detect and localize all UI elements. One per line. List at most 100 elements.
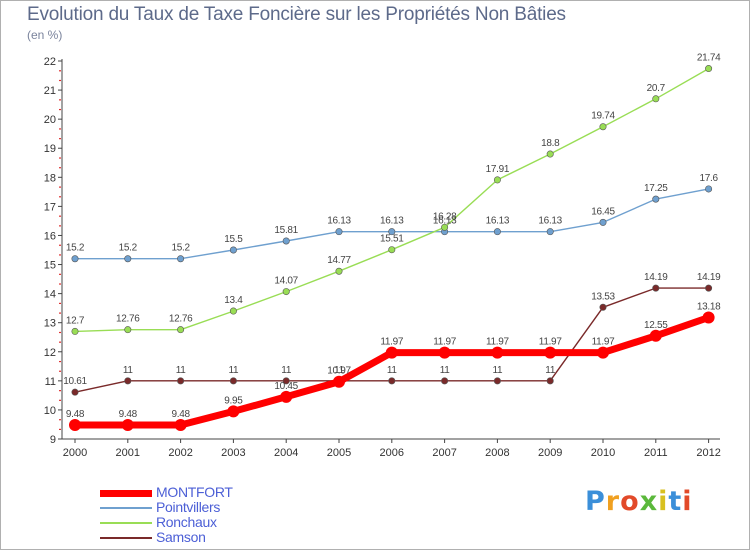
data-point <box>124 326 132 334</box>
data-label: 11 <box>334 365 345 376</box>
x-tick-label: 2009 <box>538 447 562 459</box>
brand-letter: r <box>605 486 621 517</box>
x-tick-label: 2005 <box>327 447 351 459</box>
data-point <box>441 223 449 231</box>
data-point <box>335 267 343 275</box>
y-minor-tick <box>59 196 61 198</box>
data-label: 10.61 <box>63 376 87 387</box>
data-label: 17.6 <box>699 173 718 184</box>
y-minor-tick <box>59 186 61 188</box>
data-point <box>493 377 501 385</box>
y-tick-label: 16 <box>44 230 56 242</box>
data-point <box>441 377 449 385</box>
data-label: 11 <box>493 365 504 376</box>
data-label: 16.45 <box>591 206 615 217</box>
data-point <box>69 419 81 432</box>
data-point <box>546 150 554 158</box>
y-minor-tick <box>59 99 61 101</box>
data-label: 15.2 <box>171 243 190 254</box>
data-label: 11 <box>123 365 134 376</box>
axes: 9 10 11 12 13 14 15 16 17 18 19 20 21 22 2000 2001 2002 2… <box>44 56 721 459</box>
data-point <box>282 288 290 296</box>
legend-swatch <box>100 522 152 524</box>
data-point <box>177 326 185 334</box>
data-label: 11.97 <box>539 337 563 348</box>
legend-swatch <box>100 489 152 497</box>
y-minor-tick <box>59 283 61 285</box>
x-tick-label: 2003 <box>221 447 245 459</box>
data-point <box>599 218 607 226</box>
legend-label: Pointvillers <box>156 499 221 515</box>
data-label: 16.13 <box>486 216 510 227</box>
y-minor-tick <box>59 244 61 246</box>
data-point <box>652 195 660 203</box>
y-tick-label: 9 <box>50 434 56 446</box>
series-lines <box>69 65 715 432</box>
y-tick-label: 18 <box>44 172 56 184</box>
y-minor-tick <box>59 360 61 363</box>
y-minor-tick <box>59 273 61 275</box>
y-minor-tick <box>59 70 61 72</box>
x-tick-label: 2012 <box>696 447 720 459</box>
legend-swatch <box>100 507 152 509</box>
legend-label: MONTFORT <box>156 484 233 500</box>
brand-letter: i <box>658 486 669 517</box>
data-point <box>705 284 713 292</box>
data-point <box>705 65 713 73</box>
data-point <box>177 377 185 385</box>
y-minor-tick <box>59 79 61 82</box>
data-point <box>649 329 662 342</box>
data-label: 9.48 <box>66 409 85 420</box>
y-minor-tick <box>59 254 61 256</box>
data-label: 12.55 <box>644 320 668 331</box>
data-label: 9.48 <box>171 409 190 420</box>
y-minor-tick <box>59 331 61 334</box>
data-point <box>705 185 713 193</box>
brand-letter: o <box>620 486 640 517</box>
y-tick-label: 11 <box>45 376 56 388</box>
data-label: 10.97 <box>327 366 351 377</box>
data-point <box>546 377 554 385</box>
y-minor-tick <box>59 428 61 431</box>
data-point <box>229 377 237 385</box>
data-label: 11.97 <box>592 337 616 348</box>
y-minor-tick <box>59 399 61 401</box>
data-point <box>124 255 132 263</box>
y-minor-tick <box>59 419 61 421</box>
y-minor-tick <box>59 302 61 305</box>
data-point <box>174 419 187 432</box>
y-minor-tick <box>59 341 61 343</box>
data-label: 14.77 <box>327 255 351 266</box>
data-label: 11.97 <box>486 337 510 348</box>
data-label: 11 <box>545 365 556 376</box>
data-point <box>597 346 609 359</box>
data-point <box>544 346 557 359</box>
data-label: 11 <box>176 365 187 376</box>
y-minor-tick <box>59 370 61 372</box>
data-label: 15.81 <box>274 225 298 236</box>
y-tick-label: 14 <box>44 289 56 301</box>
data-point <box>121 419 134 432</box>
data-label: 11 <box>387 365 398 376</box>
data-point <box>388 228 396 236</box>
data-label: 11 <box>229 365 240 376</box>
brand-letter: P <box>585 486 606 517</box>
data-label: 12.76 <box>169 314 193 325</box>
y-minor-tick <box>59 167 61 169</box>
data-label: 12.76 <box>116 314 140 325</box>
data-point <box>229 307 237 315</box>
data-point <box>493 228 501 236</box>
y-tick-label: 13 <box>44 318 56 330</box>
y-minor-tick <box>59 108 61 111</box>
x-tick-label: 2002 <box>168 447 192 459</box>
data-point <box>702 311 715 324</box>
data-label: 20.7 <box>647 83 666 94</box>
y-minor-tick <box>59 128 61 130</box>
data-point <box>227 405 240 418</box>
chart-title: Evolution du Taux de Taxe Foncière sur l… <box>27 4 566 25</box>
data-label: 14.07 <box>274 276 298 287</box>
data-point <box>388 377 396 385</box>
data-point <box>491 346 504 359</box>
data-point <box>546 228 554 236</box>
